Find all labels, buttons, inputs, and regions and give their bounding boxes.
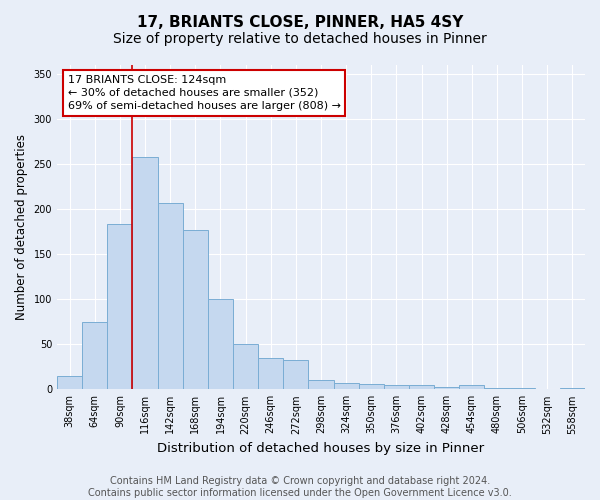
Text: 17, BRIANTS CLOSE, PINNER, HA5 4SY: 17, BRIANTS CLOSE, PINNER, HA5 4SY [137,15,463,30]
Text: Size of property relative to detached houses in Pinner: Size of property relative to detached ho… [113,32,487,46]
Text: 17 BRIANTS CLOSE: 124sqm
← 30% of detached houses are smaller (352)
69% of semi-: 17 BRIANTS CLOSE: 124sqm ← 30% of detach… [68,74,341,111]
Bar [82,322,107,390]
X-axis label: Distribution of detached houses by size in Pinner: Distribution of detached houses by size … [157,442,485,455]
Bar [484,388,509,390]
Bar [107,224,133,390]
Bar [334,383,359,390]
Bar [384,385,409,390]
Bar [258,358,283,390]
Bar [158,203,183,390]
Bar [233,344,258,390]
Bar [509,388,535,390]
Text: Contains HM Land Registry data © Crown copyright and database right 2024.
Contai: Contains HM Land Registry data © Crown c… [88,476,512,498]
Bar [183,230,208,390]
Bar [133,157,158,390]
Bar [308,380,334,390]
Y-axis label: Number of detached properties: Number of detached properties [15,134,28,320]
Bar [459,385,484,390]
Bar [409,385,434,390]
Bar [434,386,459,390]
Bar [283,360,308,390]
Bar [208,299,233,390]
Bar [57,376,82,390]
Bar [359,384,384,390]
Bar [560,388,585,390]
